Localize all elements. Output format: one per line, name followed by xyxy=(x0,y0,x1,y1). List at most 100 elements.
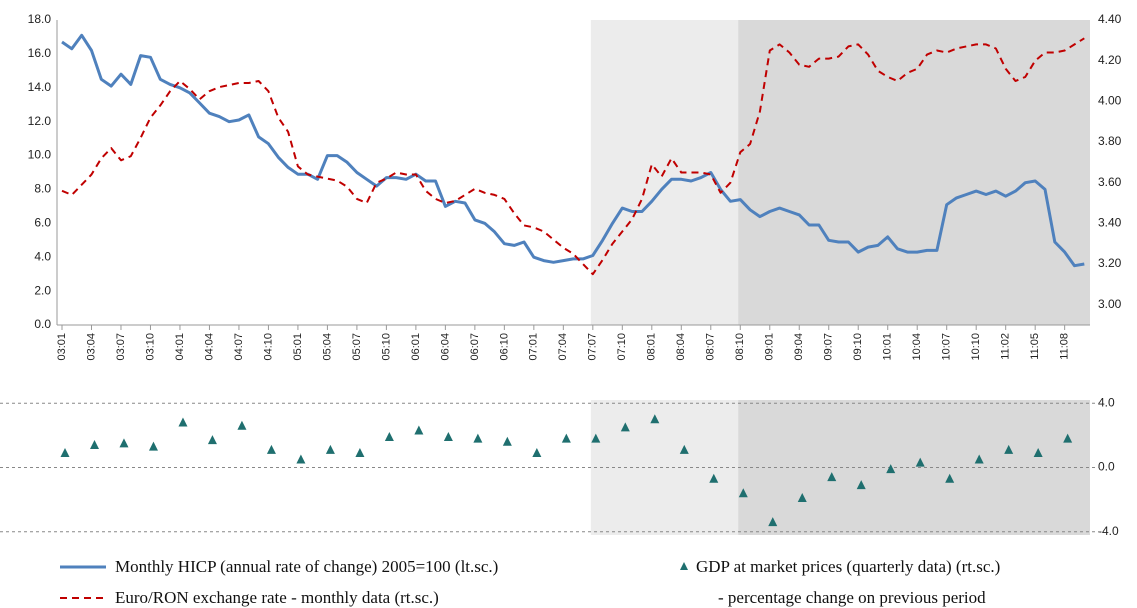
gdp-marker xyxy=(974,454,984,464)
y-tick-label: 6.0 xyxy=(34,216,51,230)
x-tick-label: 06:04 xyxy=(439,333,451,361)
y2-tick-label: 4.0 xyxy=(1098,395,1115,409)
x-tick-label: 03:04 xyxy=(85,333,97,361)
gdp-marker xyxy=(266,444,276,454)
x-tick-label: 06:01 xyxy=(410,333,422,361)
gdp-marker xyxy=(620,422,630,432)
y-tick-label: 4.0 xyxy=(34,249,51,263)
gdp-marker xyxy=(768,517,778,527)
y-tick-label: 16.0 xyxy=(28,46,52,60)
x-tick-label: 05:04 xyxy=(321,333,333,361)
y2-tick-label: 0.0 xyxy=(1098,460,1115,474)
gdp-marker xyxy=(738,488,748,498)
gdp-marker xyxy=(827,472,837,482)
gdp-marker xyxy=(709,473,719,483)
gdp-marker xyxy=(945,473,955,483)
gdp-marker xyxy=(325,444,335,454)
gdp-marker xyxy=(60,448,70,458)
x-tick-label: 03:10 xyxy=(144,333,156,361)
x-tick-label: 07:04 xyxy=(557,333,569,361)
y-tick-label: 0.0 xyxy=(34,317,51,331)
x-tick-label: 09:01 xyxy=(764,333,776,361)
x-tick-label: 10:04 xyxy=(911,333,923,361)
x-tick-label: 11:08 xyxy=(1059,333,1071,360)
gdp-marker xyxy=(237,420,247,430)
legend-label: GDP at market prices (quarterly data) (r… xyxy=(696,557,1000,576)
y-tick-label: 10.0 xyxy=(28,148,52,162)
x-tick-label: 03:01 xyxy=(56,333,68,361)
y-tick-label: 8.0 xyxy=(34,182,51,196)
gdp-marker xyxy=(384,431,394,441)
gdp-marker xyxy=(1004,444,1014,454)
y2-tick-label: 4.00 xyxy=(1098,94,1122,108)
gdp-marker xyxy=(178,417,188,427)
gdp-marker xyxy=(856,480,866,490)
gdp-marker xyxy=(679,444,689,454)
y-tick-label: 2.0 xyxy=(34,283,51,297)
x-tick-label: 09:04 xyxy=(793,333,805,361)
x-tick-label: 03:07 xyxy=(115,333,127,361)
gdp-marker xyxy=(355,448,365,458)
legend: Monthly HICP (annual rate of change) 200… xyxy=(60,557,1000,607)
x-tick-label: 08:07 xyxy=(705,333,717,361)
x-tick-label: 11:02 xyxy=(1000,333,1012,360)
legend-note: - percentage change on previous period xyxy=(718,588,986,607)
gdp-marker xyxy=(443,431,453,441)
y2-tick-label: 3.40 xyxy=(1098,216,1122,230)
x-tick-label: 11:05 xyxy=(1029,333,1041,360)
gdp-marker xyxy=(886,464,896,474)
x-tick-label: 08:01 xyxy=(646,333,658,361)
y2-tick-label: 4.20 xyxy=(1098,53,1122,67)
x-tick-label: 10:07 xyxy=(941,333,953,361)
x-tick-label: 07:01 xyxy=(528,333,540,361)
y2-tick-label: 3.00 xyxy=(1098,297,1122,311)
gdp-marker xyxy=(1033,448,1043,458)
gdp-marker xyxy=(650,414,660,424)
gdp-marker xyxy=(561,433,571,443)
x-tick-label: 04:04 xyxy=(203,333,215,361)
x-tick-label: 09:07 xyxy=(823,333,835,361)
y2-tick-label: 3.60 xyxy=(1098,175,1122,189)
gdp-marker xyxy=(296,454,306,464)
x-tick-label: 07:10 xyxy=(616,333,628,361)
y2-tick-label: 3.20 xyxy=(1098,256,1122,270)
x-tick-label: 04:10 xyxy=(262,333,274,361)
y-tick-label: 14.0 xyxy=(28,80,52,94)
gdp-marker xyxy=(591,433,601,443)
gdp-marker xyxy=(502,436,512,446)
y-tick-label: 12.0 xyxy=(28,114,52,128)
gdp-marker xyxy=(414,425,424,435)
series-line xyxy=(61,33,1085,268)
legend-marker-gdp xyxy=(680,562,688,570)
x-tick-label: 05:07 xyxy=(351,333,363,361)
x-tick-label: 10:01 xyxy=(882,333,894,361)
legend-label: Euro/RON exchange rate - monthly data (r… xyxy=(115,588,439,607)
shaded-region xyxy=(738,20,1090,325)
y2-tick-label: 3.80 xyxy=(1098,134,1122,148)
gdp-marker xyxy=(207,435,217,445)
x-tick-label: 06:07 xyxy=(469,333,481,361)
gdp-marker xyxy=(473,433,483,443)
x-tick-label: 04:01 xyxy=(174,333,186,361)
gdp-marker xyxy=(148,441,158,451)
gdp-marker xyxy=(119,438,129,448)
legend-label: Monthly HICP (annual rate of change) 200… xyxy=(115,557,498,576)
x-tick-label: 07:07 xyxy=(587,333,599,361)
y2-tick-label: 4.40 xyxy=(1098,12,1122,26)
series-line xyxy=(61,37,1085,276)
x-tick-label: 06:10 xyxy=(498,333,510,361)
gdp-marker xyxy=(1063,433,1073,443)
gdp-marker xyxy=(915,457,925,467)
x-tick-label: 10:10 xyxy=(970,333,982,361)
x-tick-label: 05:10 xyxy=(380,333,392,361)
gdp-marker xyxy=(532,448,542,458)
y-tick-label: 18.0 xyxy=(28,12,52,26)
gdp-marker xyxy=(797,493,807,503)
x-tick-label: 08:10 xyxy=(734,333,746,361)
x-tick-label: 08:04 xyxy=(675,333,687,361)
y2-tick-label: -4.0 xyxy=(1098,524,1119,538)
x-tick-label: 05:01 xyxy=(292,333,304,361)
x-tick-label: 04:07 xyxy=(233,333,245,361)
gdp-marker xyxy=(89,440,99,449)
